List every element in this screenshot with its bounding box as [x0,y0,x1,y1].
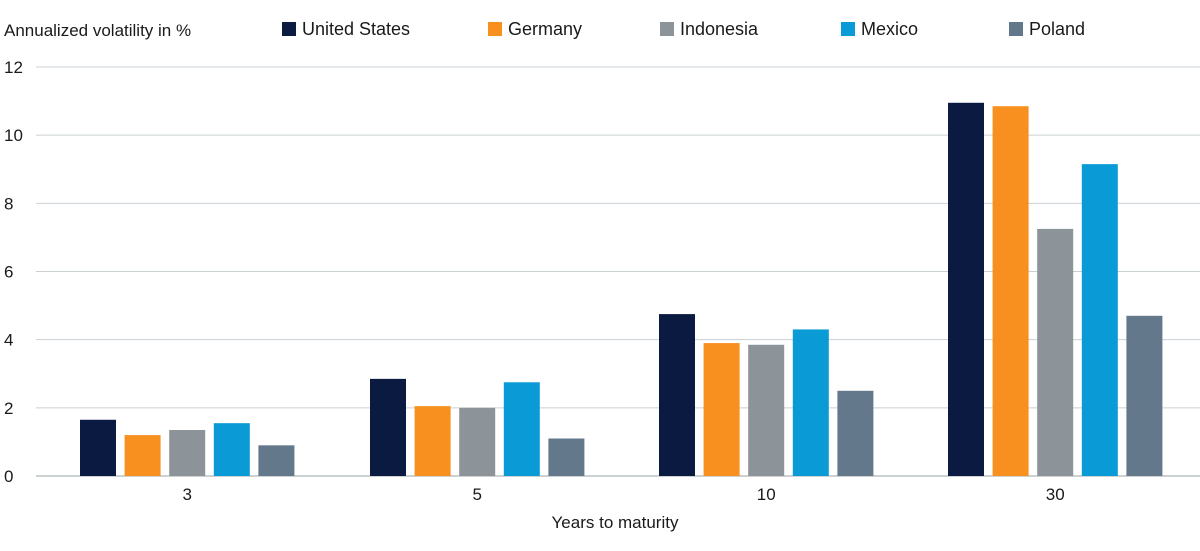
x-tick-label: 10 [757,485,776,504]
legend-label-indonesia: Indonesia [680,19,759,39]
legend-swatch-mexico [841,22,855,36]
bar-poland-3 [258,445,295,476]
bar-indonesia-3 [169,429,206,476]
bar-poland-30 [1126,315,1163,476]
bar-poland-5 [548,438,585,476]
bar-mexico-30 [1081,164,1118,476]
y-tick-label: 8 [4,194,13,213]
bar-united-states-5 [370,378,406,476]
bar-united-states-3 [80,419,116,476]
legend-swatch-indonesia [660,22,674,36]
x-axis-ticks: 3 5 10 30 [182,485,1064,504]
y-axis-ticks: 0 2 4 6 8 10 12 [4,58,23,486]
bar-indonesia-30 [1037,228,1074,476]
legend-label-germany: Germany [508,19,582,39]
bar-germany-3 [124,435,161,476]
x-tick-label: 30 [1046,485,1065,504]
y-tick-label: 6 [4,263,13,282]
bar-germany-30 [992,106,1029,476]
bars [80,102,1163,476]
bar-germany-10 [703,343,740,476]
bar-germany-5 [414,406,451,476]
bar-united-states-10 [659,314,695,476]
x-tick-label: 3 [182,485,191,504]
y-axis-title: Annualized volatility in % [4,21,191,40]
bar-indonesia-5 [459,407,496,476]
bar-mexico-3 [213,423,250,476]
bar-poland-10 [837,390,874,476]
y-tick-label: 4 [4,331,13,350]
bar-mexico-10 [792,329,829,476]
legend-label-united-states: United States [302,19,410,39]
x-tick-label: 5 [472,485,481,504]
gridlines [36,66,1200,477]
y-tick-label: 10 [4,126,23,145]
legend-swatch-united-states [282,22,296,36]
bar-indonesia-10 [748,344,785,476]
legend-label-poland: Poland [1029,19,1085,39]
bar-united-states-30 [948,102,984,476]
y-tick-label: 12 [4,58,23,77]
x-axis-title: Years to maturity [552,513,679,532]
legend-label-mexico: Mexico [861,19,918,39]
bar-mexico-5 [503,382,540,476]
y-tick-label: 2 [4,399,13,418]
legend-swatch-germany [488,22,502,36]
legend: United States Germany Indonesia Mexico Polan… [282,19,1085,39]
legend-swatch-poland [1009,22,1023,36]
y-tick-label: 0 [4,467,13,486]
